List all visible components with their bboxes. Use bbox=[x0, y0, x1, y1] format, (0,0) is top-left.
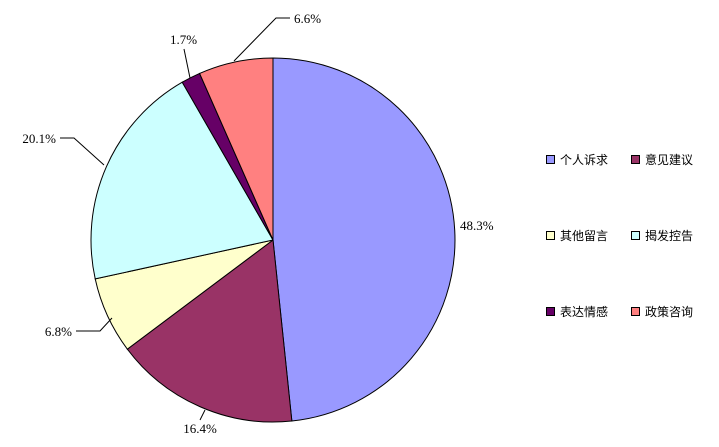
legend-swatch bbox=[631, 230, 640, 240]
slice-percent-label: 6.6% bbox=[294, 11, 321, 26]
leader-line bbox=[183, 48, 191, 79]
legend-swatch bbox=[631, 306, 640, 316]
slice-percent-label: 6.8% bbox=[45, 324, 72, 339]
slice-labels: 48.3% 16.4% 6.8% 20.1% 1.7% 6.6% bbox=[22, 11, 493, 436]
leader-lines bbox=[60, 17, 290, 421]
legend-row-1: 个人诉求 意见建议 bbox=[546, 150, 716, 168]
legend-item: 个人诉求 bbox=[546, 150, 608, 168]
legend-label: 政策咨询 bbox=[645, 304, 694, 319]
legend-label: 个人诉求 bbox=[560, 152, 609, 167]
pie-slice bbox=[126, 239, 293, 423]
legend-item: 其他留言 bbox=[546, 226, 608, 244]
pie-slice bbox=[272, 57, 456, 422]
legend-swatch bbox=[546, 230, 555, 240]
legend-item: 揭发控告 bbox=[631, 226, 693, 244]
legend-item: 表达情感 bbox=[546, 302, 608, 320]
legend-item: 政策咨询 bbox=[631, 302, 693, 320]
slice-percent-label: 20.1% bbox=[22, 131, 56, 146]
leader-line bbox=[233, 17, 290, 62]
legend-row-2: 其他留言 揭发控告 bbox=[546, 226, 716, 244]
legend-label: 揭发控告 bbox=[645, 228, 694, 243]
legend-swatch bbox=[631, 154, 640, 164]
legend-label: 表达情感 bbox=[560, 304, 609, 319]
pie-slice bbox=[198, 57, 274, 241]
slice-percent-label: 48.3% bbox=[460, 218, 494, 233]
legend-label: 意见建议 bbox=[645, 152, 694, 167]
legend-swatch bbox=[546, 154, 555, 164]
pie-slices bbox=[90, 57, 456, 423]
legend-swatch bbox=[546, 306, 555, 316]
leader-line bbox=[199, 409, 206, 421]
slice-percent-label: 1.7% bbox=[170, 32, 197, 47]
pie-slice bbox=[90, 81, 274, 280]
leader-line bbox=[76, 317, 113, 332]
legend-row-3: 表达情感 政策咨询 bbox=[546, 302, 716, 320]
legend-label: 其他留言 bbox=[560, 228, 609, 243]
leader-line bbox=[60, 137, 105, 166]
legend-item: 意见建议 bbox=[631, 150, 693, 168]
slice-percent-label: 16.4% bbox=[183, 421, 217, 436]
